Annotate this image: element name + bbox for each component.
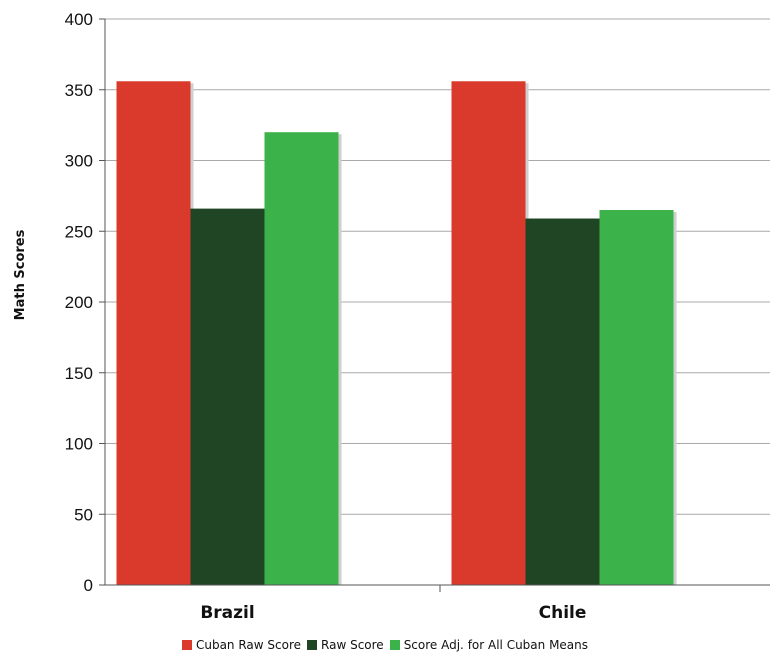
y-tick-label: 300 <box>65 152 93 171</box>
bar-brazil-score-adj-for-all-cuban-means <box>264 132 339 585</box>
y-axis-title: Math Scores <box>13 229 28 320</box>
legend-swatch <box>307 640 318 650</box>
y-tick-labels: 0 50 100 150 200 250 300 350 400 <box>65 10 93 595</box>
y-tick-label: 400 <box>65 10 93 29</box>
y-tick-label: 100 <box>65 435 93 454</box>
bar-brazil-raw-score <box>190 208 265 586</box>
legend-item: Cuban Raw Score <box>181 638 302 652</box>
legend-item: Score Adj. for All Cuban Means <box>389 638 589 652</box>
y-tick-label: 350 <box>65 81 93 100</box>
axes <box>99 18 770 592</box>
y-tick-label: 200 <box>65 293 93 312</box>
x-category-labels: Brazil Chile <box>200 603 586 623</box>
legend-label: Cuban Raw Score <box>195 638 302 652</box>
y-tick-label: 250 <box>65 222 93 241</box>
y-tick-label: 0 <box>84 576 93 595</box>
legend-label: Score Adj. for All Cuban Means <box>403 638 589 652</box>
y-tick-label: 50 <box>74 505 93 524</box>
legend-item: Raw Score <box>307 638 384 652</box>
legend: Cuban Raw Score Raw Score Score Adj. for A… <box>0 635 770 655</box>
legend-swatch <box>181 640 192 650</box>
x-category-label: Chile <box>539 603 587 623</box>
bar-chart: 0 50 100 150 200 250 300 350 400 Brazil Chile Mat… <box>13 10 770 623</box>
bars <box>116 81 677 586</box>
bar-brazil-cuban-raw-score <box>116 81 191 585</box>
y-tick-label: 150 <box>65 364 93 383</box>
legend-swatch <box>389 640 400 650</box>
bar-chile-score-adj-for-all-cuban-means <box>599 210 674 585</box>
bar-chile-raw-score <box>525 218 600 585</box>
bar-chile-cuban-raw-score <box>451 81 526 585</box>
x-category-label: Brazil <box>200 603 254 623</box>
legend-label: Raw Score <box>321 638 384 652</box>
